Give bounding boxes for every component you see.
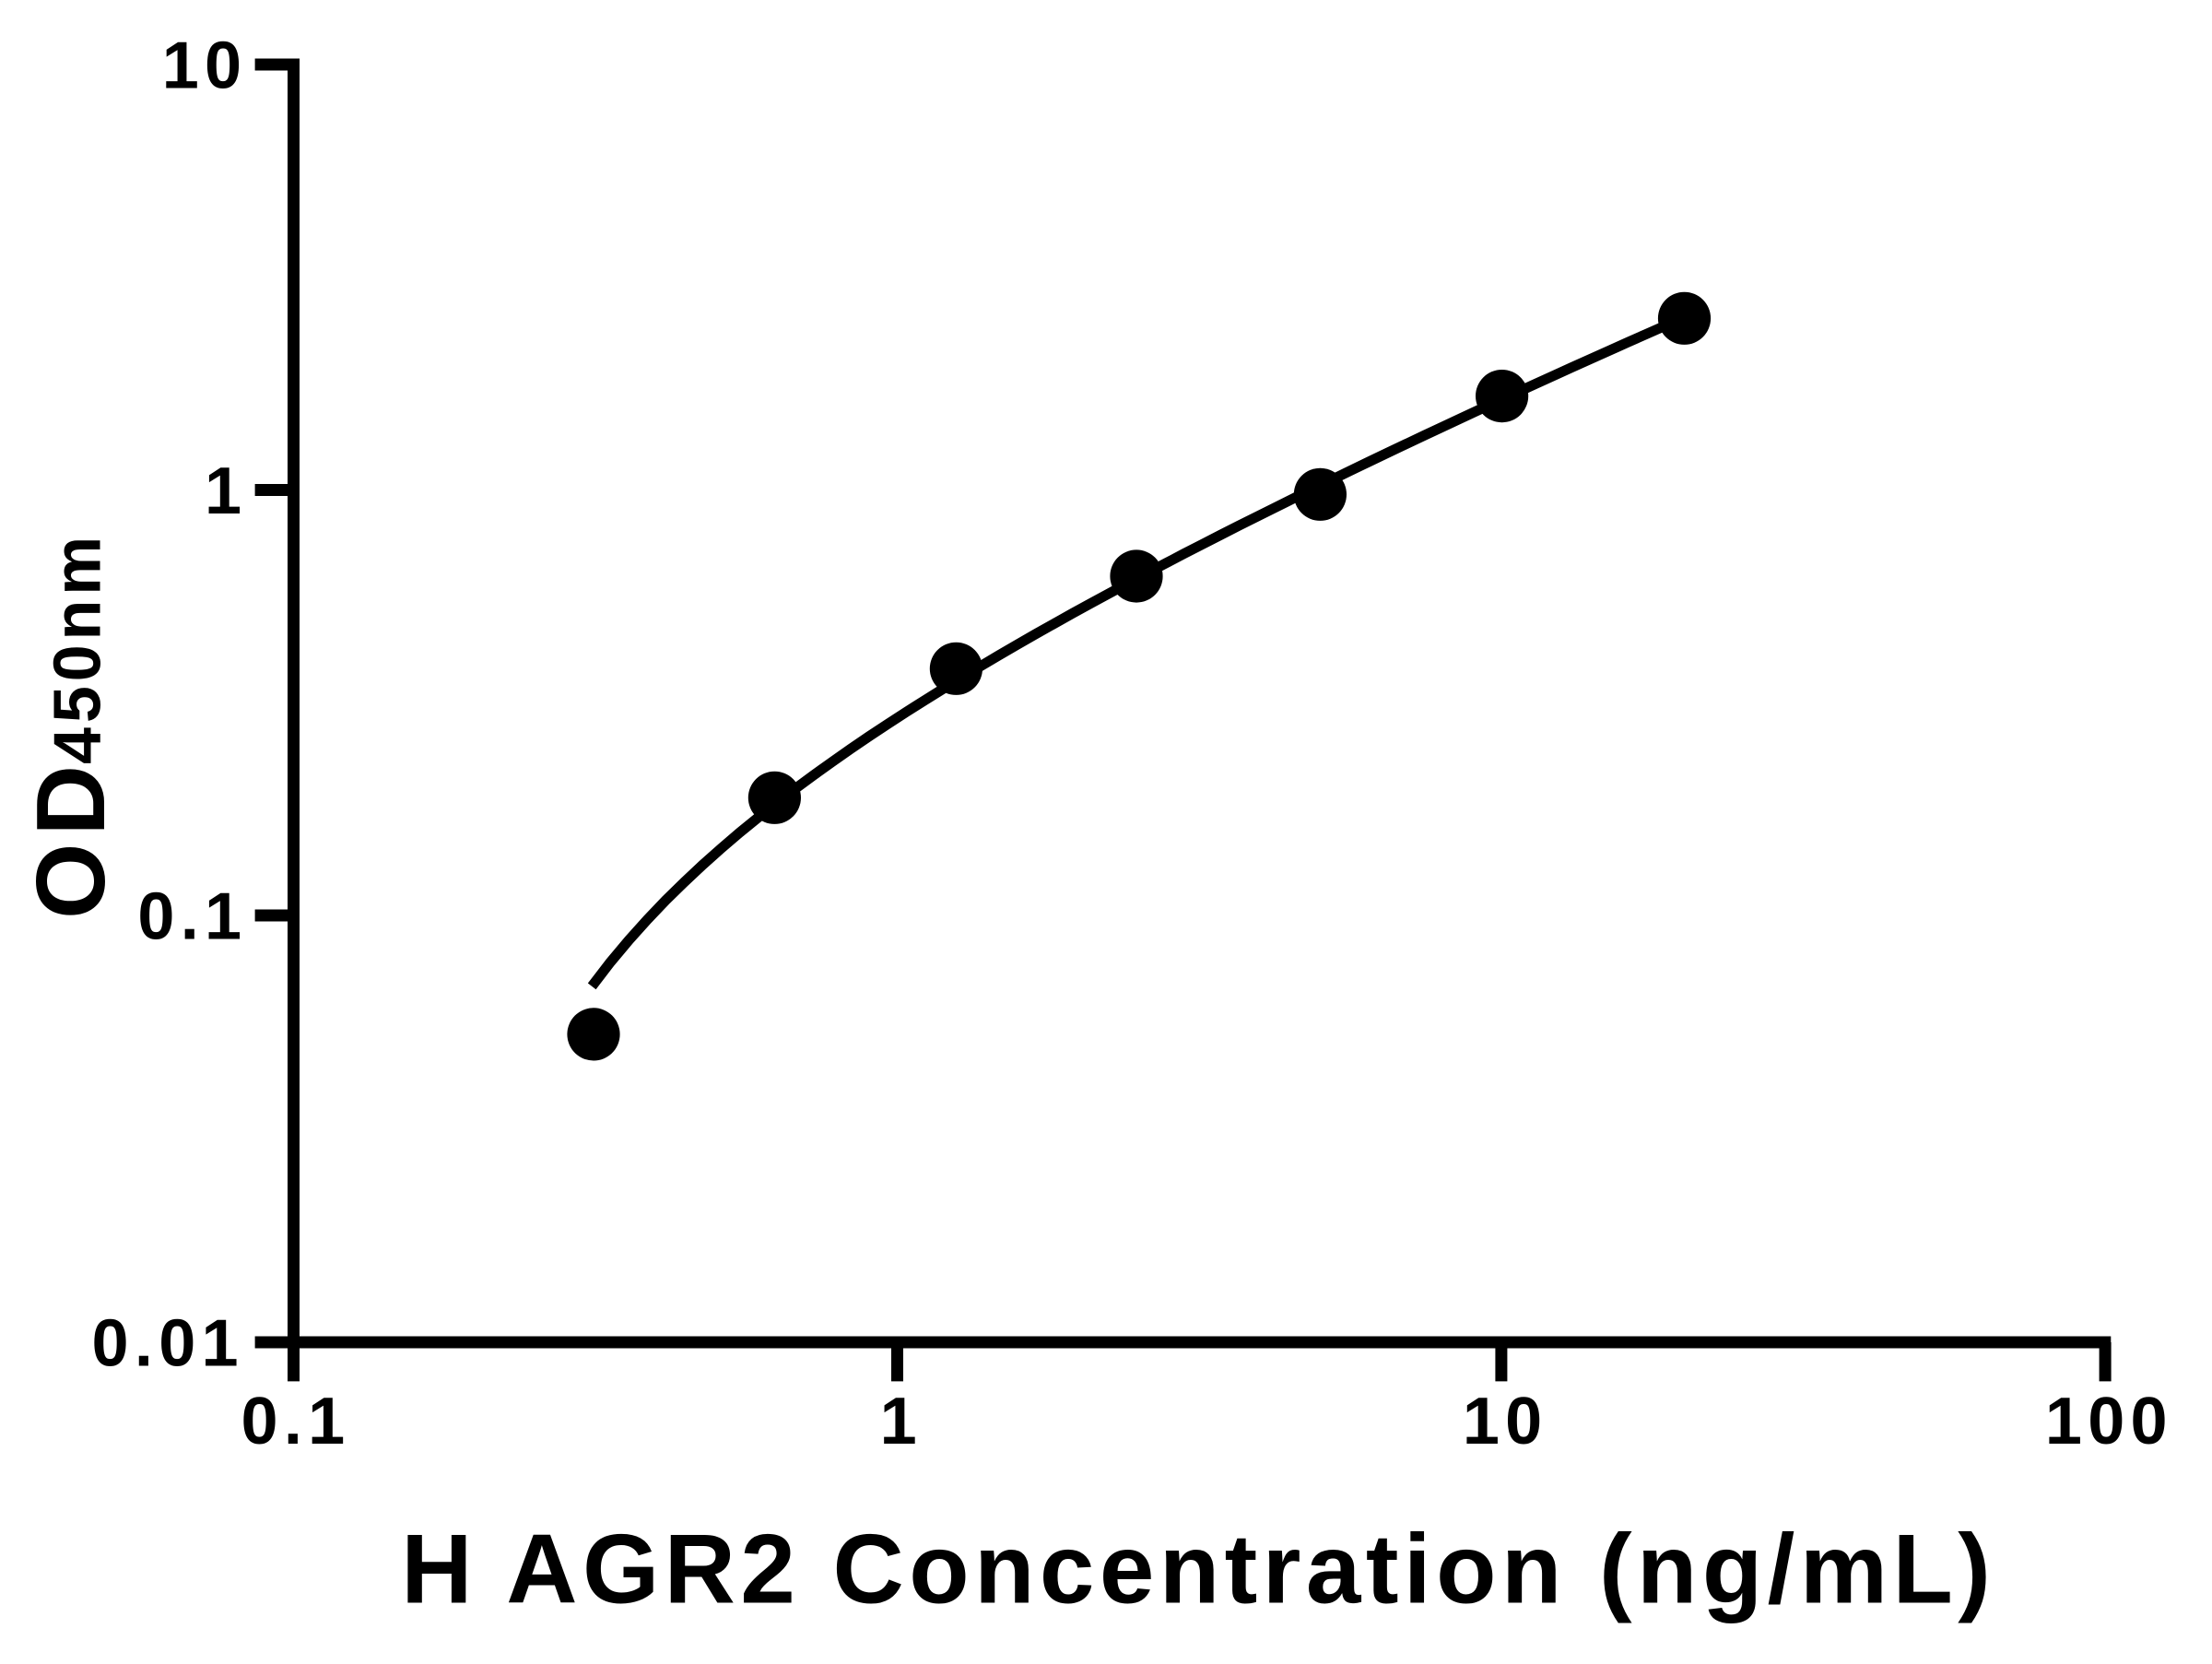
svg-text:10: 10: [1463, 1385, 1548, 1458]
svg-text:1: 1: [880, 1385, 923, 1458]
svg-text:100: 100: [2045, 1385, 2173, 1458]
svg-text:450nm: 450nm: [41, 532, 115, 764]
svg-text:10: 10: [162, 29, 248, 102]
svg-text:0.1: 0.1: [137, 879, 247, 953]
svg-text:0.1: 0.1: [241, 1385, 351, 1458]
svg-text:H AGR2 Concentration (ng/mL): H AGR2 Concentration (ng/mL): [401, 1514, 1995, 1624]
svg-text:1: 1: [205, 454, 247, 528]
svg-text:OD: OD: [17, 758, 125, 919]
svg-text:0.01: 0.01: [92, 1306, 244, 1380]
